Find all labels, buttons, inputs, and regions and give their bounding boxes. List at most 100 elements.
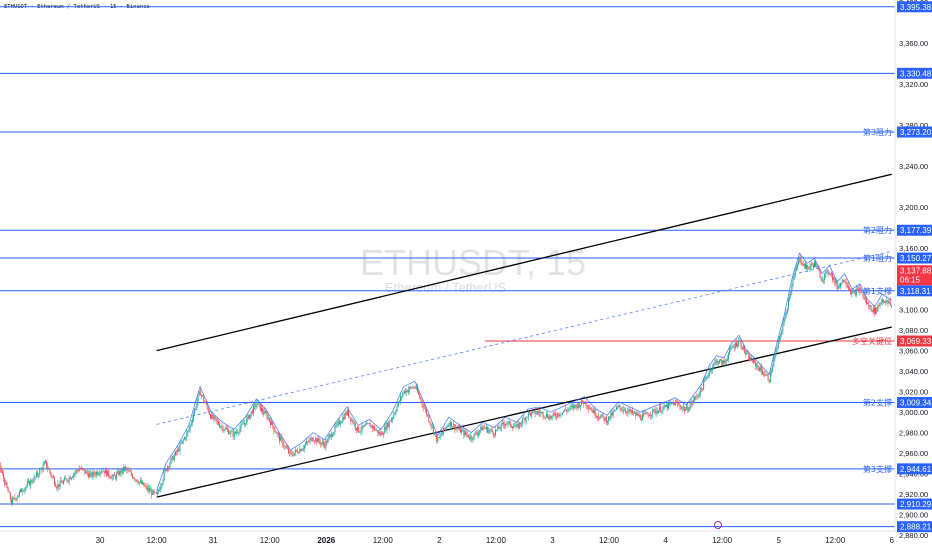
price-badge-text: 3,069.33	[900, 337, 932, 346]
candle-body	[491, 429, 493, 432]
candle-body	[766, 374, 768, 375]
candle-body	[43, 462, 45, 465]
candle-body	[504, 424, 506, 426]
candle-body	[348, 410, 350, 417]
candle-body	[396, 406, 398, 412]
candle-body	[509, 421, 511, 427]
candle-body	[457, 428, 459, 430]
candle-body	[711, 368, 713, 371]
candle-body	[835, 281, 837, 284]
candle-body	[880, 302, 882, 304]
candle-body	[79, 468, 81, 470]
candle-body	[764, 374, 766, 376]
candle-body	[452, 426, 454, 428]
candle-body	[662, 407, 664, 412]
candle-body	[833, 277, 835, 280]
candle-body	[205, 402, 207, 404]
candle-body	[272, 421, 274, 427]
time-tick-label: 12:00	[260, 536, 281, 545]
candle-body	[176, 451, 178, 453]
candle-body	[85, 471, 87, 474]
candle-body	[276, 433, 278, 434]
candle-body	[734, 342, 736, 349]
candle-body	[349, 416, 351, 418]
price-badge	[897, 463, 932, 475]
candle-body	[621, 410, 623, 411]
candle-body	[159, 489, 161, 491]
candle-body	[488, 430, 490, 433]
candle-body	[105, 469, 107, 476]
candle-body	[559, 414, 561, 416]
candle-body	[99, 473, 101, 475]
candle-body	[295, 450, 297, 451]
candle-body	[359, 431, 361, 433]
candle-body	[240, 424, 242, 429]
candle-body	[7, 487, 9, 492]
price-badge-text: 3,150.27	[900, 254, 932, 263]
candle-body	[294, 450, 296, 453]
candle-body	[517, 424, 519, 428]
candle-body	[502, 422, 504, 425]
candle-body	[694, 396, 696, 401]
candle-body	[804, 263, 806, 269]
candle-body	[669, 402, 671, 404]
candle-body	[83, 469, 85, 470]
candle-body	[233, 432, 235, 437]
candle-body	[525, 417, 527, 421]
candle-body	[789, 296, 791, 300]
event-marker[interactable]	[714, 521, 722, 529]
candle-body	[463, 429, 465, 436]
price-tick-label: 3,360.00	[899, 39, 928, 48]
candle-body	[668, 402, 670, 409]
candle-body	[769, 372, 771, 383]
candle-body	[68, 477, 70, 482]
candle-body	[861, 292, 863, 293]
candle-body	[393, 414, 395, 418]
candle-body	[230, 431, 232, 434]
candle-body	[823, 279, 825, 281]
candle-body	[180, 443, 182, 444]
candle-body	[852, 291, 854, 293]
candle-body	[707, 375, 709, 377]
candle-body	[702, 389, 704, 391]
candle-body	[704, 379, 706, 382]
channel-lower-line[interactable]	[156, 326, 892, 498]
time-axis[interactable]: 30 12:00 31 12:00 2026 12:00 2 12:00 3 12:00 4 12:0…	[96, 536, 895, 545]
candle-body	[110, 477, 112, 479]
candle-body	[30, 480, 32, 486]
candle-body	[269, 420, 271, 426]
candle-body	[6, 482, 8, 488]
candle-body	[353, 422, 355, 424]
candle-body	[594, 409, 596, 417]
candle-body	[786, 308, 788, 313]
candle-body	[402, 393, 404, 397]
candle-body	[265, 411, 267, 414]
candle-body	[666, 404, 668, 409]
candle-body	[600, 416, 602, 419]
candle-body	[536, 411, 538, 414]
candle-body	[679, 404, 681, 408]
candle-body	[119, 470, 121, 476]
candle-body	[868, 303, 870, 307]
candle-body	[109, 476, 111, 478]
candle-body	[819, 270, 821, 278]
candle-body	[724, 360, 726, 363]
candle-body	[64, 478, 66, 481]
event-marker-icon[interactable]	[714, 521, 722, 529]
candle-body	[619, 405, 621, 408]
candle-body	[592, 410, 594, 413]
candle-body	[680, 407, 682, 409]
candle-body	[829, 273, 831, 275]
candle-body	[212, 414, 214, 419]
candle-body	[623, 410, 625, 412]
candle-body	[280, 437, 282, 441]
candle-body	[96, 472, 98, 475]
candle-body	[830, 273, 832, 275]
candle-body	[742, 346, 744, 350]
candle-body	[604, 417, 606, 421]
channel-upper-line[interactable]	[156, 173, 892, 352]
candle-body	[49, 469, 51, 473]
candle-body	[495, 429, 497, 436]
candle-body	[750, 357, 752, 361]
